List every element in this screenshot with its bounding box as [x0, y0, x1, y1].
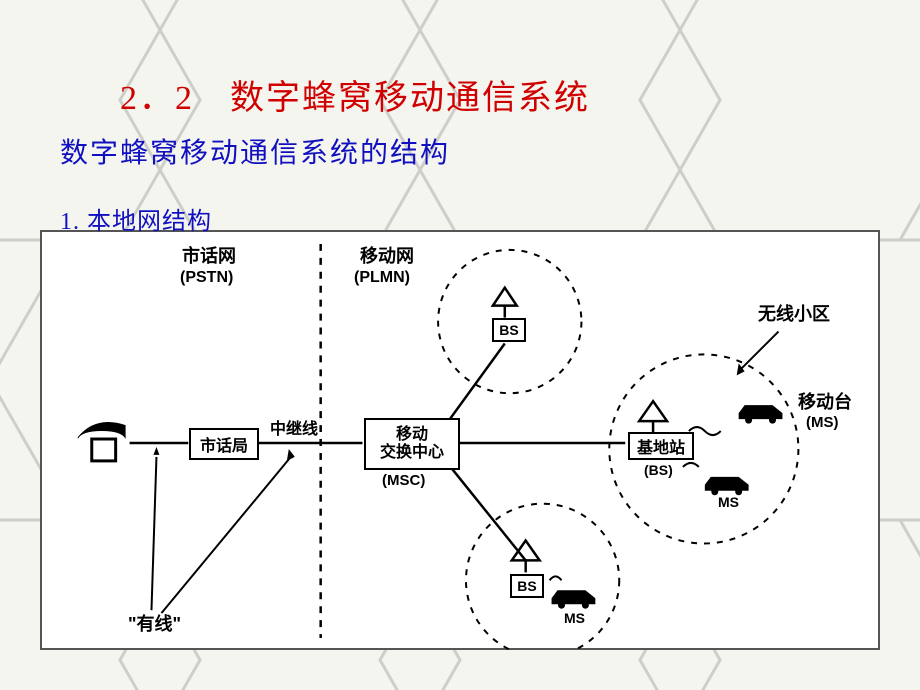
ms-label-bot: MS: [564, 610, 585, 627]
car-icon-mid-bot: [705, 477, 749, 495]
msc-line2: 交换中心: [380, 444, 444, 462]
pstn-title: 市话网: [182, 246, 236, 268]
msc-sub-label: (MSC): [382, 472, 425, 490]
plmn-sub: (PLMN): [354, 268, 410, 287]
msc-line1: 移动: [396, 426, 428, 444]
base-station-box: 基地站: [628, 432, 694, 460]
diagram-svg: [42, 232, 878, 650]
ms-label-mid: MS: [718, 494, 739, 511]
bs-bot-box: BS: [510, 574, 544, 598]
section-heading: 1. 本地网结构: [60, 201, 920, 236]
bs-antenna-top-icon: [493, 288, 517, 318]
wired-label: "有线": [128, 614, 181, 636]
trunk-label: 中继线: [270, 420, 318, 439]
bs-antenna-mid-icon: [639, 401, 667, 433]
network-diagram: 市话局 移动 交换中心 BS 基地站 BS 市话网 (PSTN) 移动网 (PL…: [40, 230, 880, 650]
ms-sub-label: (MS): [806, 414, 839, 432]
bs-top-box: BS: [492, 318, 526, 342]
wireless-cell-label: 无线小区: [758, 304, 830, 326]
car-icon-bot: [552, 590, 596, 608]
mobile-station-label: 移动台: [798, 392, 852, 414]
msc-box: 移动 交换中心: [364, 418, 460, 470]
local-office-box: 市话局: [189, 428, 259, 460]
slide-subtitle: 数字蜂窝移动通信系统的结构: [60, 131, 920, 171]
bs-sub-label: (BS): [644, 462, 673, 479]
bs-antenna-bot-icon: [512, 541, 540, 573]
plmn-title: 移动网: [360, 246, 414, 268]
pstn-sub: (PSTN): [180, 268, 233, 287]
slide-title: 2．2 数字蜂窝移动通信系统: [120, 70, 920, 119]
car-icon-mid-top: [739, 405, 783, 423]
